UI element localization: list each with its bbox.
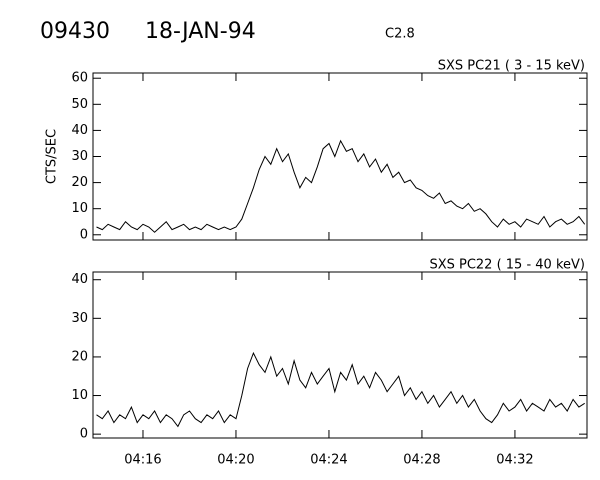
panel-subtitle: SXS PC21 ( 3 - 15 keV) xyxy=(438,59,585,74)
count-rate-trace xyxy=(96,351,585,428)
flare-id: 09430 xyxy=(40,19,110,44)
y-axis-label: CTS/SEC xyxy=(45,129,60,184)
y-tick-label: 0 xyxy=(80,227,88,242)
x-tick-label: 04:24 xyxy=(310,453,347,468)
y-tick-label: 30 xyxy=(71,311,88,326)
panel-subtitle: SXS PC22 ( 15 - 40 keV) xyxy=(429,258,585,273)
x-tick-label: 04:28 xyxy=(403,453,440,468)
count-rate-trace xyxy=(96,139,586,233)
y-tick-label: 10 xyxy=(71,388,88,403)
y-tick-label: 10 xyxy=(71,201,88,216)
x-tick-label: 04:20 xyxy=(217,453,254,468)
y-tick-label: 0 xyxy=(80,427,88,442)
x-tick-label: 04:16 xyxy=(124,453,161,468)
y-tick-label: 60 xyxy=(71,71,88,86)
y-tick-label: 40 xyxy=(71,272,88,287)
y-tick-label: 30 xyxy=(71,149,88,164)
plot-frame xyxy=(92,271,588,439)
date: 18-JAN-94 xyxy=(145,19,256,44)
x-tick-label: 04:32 xyxy=(496,453,533,468)
plot-frame xyxy=(92,72,588,241)
flare-class: C2.8 xyxy=(385,27,415,42)
y-tick-label: 40 xyxy=(71,123,88,138)
y-tick-label: 20 xyxy=(71,349,88,364)
y-tick-label: 50 xyxy=(71,97,88,112)
y-tick-label: 20 xyxy=(71,175,88,190)
